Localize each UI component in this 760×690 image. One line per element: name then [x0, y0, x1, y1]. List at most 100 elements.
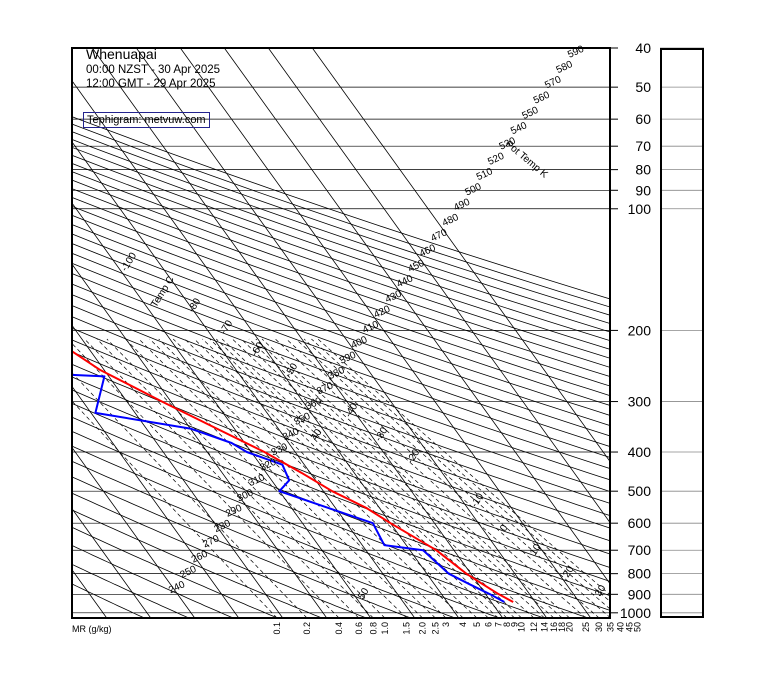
mixing-ratio-line — [232, 338, 535, 618]
plot-frame — [71, 47, 611, 619]
mixing-ratio-line — [255, 338, 563, 618]
mixing-ratio-tick-label: 25 — [581, 622, 591, 632]
mixing-ratio-tick-label: 4 — [458, 622, 468, 627]
mixing-ratio-tick-label: 5 — [472, 622, 482, 627]
mixing-ratio-line — [149, 338, 436, 618]
pressure-axis: 40 50 60 70 80 90 100 200 300 400 500 600 700 800 900 1… — [610, 40, 704, 621]
mixing-ratio-tick-label: 0.4 — [334, 622, 344, 635]
dry-adiabat-line — [72, 171, 610, 359]
pressure-tick-label: 500 — [628, 483, 652, 499]
mixing-ratio-axis-label: MR (g/kg) — [72, 624, 112, 634]
chart-header: Whenuapai 00:00 NZST - 30 Apr 2025 12:00… — [86, 46, 220, 91]
pressure-tick-label: 300 — [628, 394, 652, 410]
isotherm-line — [0, 48, 63, 618]
dry-adiabat-line — [72, 430, 544, 618]
mixing-ratio-tick-label: 1.0 — [380, 622, 390, 635]
mixing-ratio-tick-label: 6 — [483, 622, 493, 627]
dry-adiabat-line — [72, 563, 189, 618]
pressure-tick-label: 600 — [628, 515, 652, 531]
sounding-profiles — [72, 350, 514, 603]
dry-adiabat-line — [72, 476, 411, 618]
mixing-ratio-tick-label: 30 — [594, 622, 604, 632]
dry-adiabat-line — [72, 283, 610, 481]
mixing-ratio-line — [84, 338, 360, 618]
mixing-ratio-line — [303, 338, 610, 610]
dry-adiabat-line — [72, 339, 610, 542]
mixing-ratio-tick-label: 9 — [510, 622, 520, 627]
dry-adiabat-line — [72, 262, 610, 458]
dry-adiabat-line — [72, 327, 610, 529]
dry-adiabat-line — [72, 583, 145, 618]
mixing-ratio-line — [72, 342, 340, 618]
dry-adiabat-line — [72, 316, 610, 516]
mixing-ratio-line — [317, 338, 610, 596]
mixing-ratio-tick-label: 7 — [493, 622, 503, 627]
dry-adiabat-line — [72, 376, 610, 582]
mixing-ratio-line — [194, 338, 489, 618]
mixing-ratio-tick-label: 18 — [557, 622, 567, 632]
mixing-ratio-tick-label: 0.8 — [368, 622, 378, 635]
mixing-ratio-tick-label: 20 — [565, 622, 575, 632]
mixing-ratio-line — [240, 338, 545, 618]
mixing-ratio-line — [286, 338, 600, 618]
isotherm-line — [224, 48, 610, 585]
dry-adiabat-line — [72, 188, 610, 377]
dry-adiabat-line — [72, 233, 610, 426]
mixing-ratio-line — [295, 338, 610, 618]
mixing-ratio-axis: MR (g/kg) 0.1 0.2 0.4 0.6 0.8 1.0 1.5 2.0 2.5 3 4 5 6… — [72, 622, 643, 635]
mixing-ratio-tick-label: 3 — [441, 622, 451, 627]
dry-adiabat-line — [72, 196, 610, 387]
mixing-ratio-tick-label: 8 — [502, 622, 512, 627]
mixing-ratio-line — [221, 338, 522, 618]
mixing-ratio-line — [184, 338, 478, 618]
isotherm-line — [72, 385, 240, 618]
dry-adiabat-line — [72, 526, 278, 618]
mixing-ratio-line — [158, 338, 447, 618]
dry-adiabat-line — [72, 544, 234, 618]
dry-adiabat-line — [72, 163, 610, 350]
isotherm-line — [72, 263, 328, 618]
station-title: Whenuapai — [86, 46, 157, 62]
mixing-ratio-tick-label: 35 — [606, 622, 616, 632]
mixing-ratio-tick-label: 10 — [517, 622, 527, 632]
dry-adiabat-line — [72, 243, 610, 437]
mixing-ratio-tick-label: 0.6 — [354, 622, 364, 635]
pressure-tick-label: 400 — [628, 444, 652, 460]
dry-adiabat-line — [72, 460, 456, 618]
mixing-ratio-tick-label: 14 — [540, 622, 550, 632]
mixing-ratio-tick-label: 0.2 — [302, 622, 312, 635]
mixing-ratio-tick-label: 2.0 — [418, 622, 428, 635]
dry-adiabat-lines — [72, 116, 610, 618]
mixing-ratio-tick-label: 1.5 — [402, 622, 412, 635]
pressure-tick-label: 900 — [628, 586, 652, 602]
pressure-tick-label: 60 — [635, 111, 651, 127]
mixing-ratio-line — [275, 338, 587, 618]
right-side-panel — [660, 48, 704, 618]
pressure-tick-label: 1000 — [620, 605, 651, 621]
dry-adiabat-line — [72, 224, 610, 416]
dry-adiabat-line — [72, 154, 610, 342]
isotherm-line — [72, 507, 152, 618]
pressure-tick-label: 50 — [635, 79, 651, 95]
dry-adiabat-line — [72, 445, 500, 618]
pressure-tick-label: 700 — [628, 542, 652, 558]
isotherm-line — [72, 446, 196, 618]
pressure-tick-label: 200 — [628, 322, 652, 338]
pressure-tick-label: 800 — [628, 566, 652, 582]
isotherm-line — [92, 48, 504, 618]
mixing-ratio-lines — [72, 338, 610, 618]
mixing-ratio-tick-label: 12 — [529, 622, 539, 632]
pressure-tick-label: 100 — [628, 201, 652, 217]
dry-adiabat-line — [72, 214, 610, 406]
dry-adiabat-line — [72, 416, 589, 618]
mixing-ratio-line — [202, 338, 499, 618]
mixing-ratio-tick-label: 40 — [616, 622, 626, 632]
utc-time: 12:00 GMT - 29 Apr 2025 — [86, 78, 216, 90]
dry-adiabat-line — [72, 492, 367, 618]
dry-adiabat-line — [72, 363, 610, 568]
dewpoint-profile-line — [72, 373, 505, 603]
mixing-ratio-tick-label: 50 — [633, 622, 643, 632]
temperature-label: 0 — [498, 523, 511, 534]
dry-adiabat-line — [72, 294, 610, 492]
